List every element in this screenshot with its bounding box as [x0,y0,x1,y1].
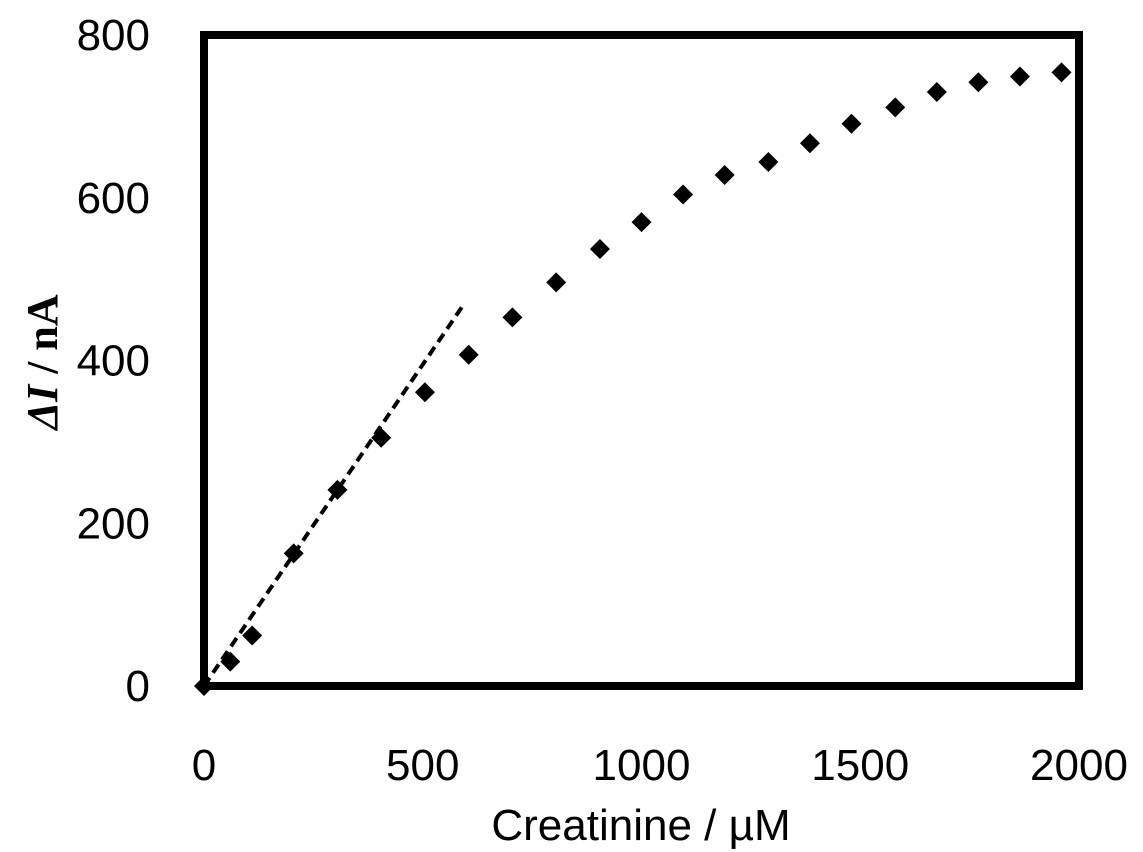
data-point [799,133,820,154]
data-point [371,427,392,448]
y-tick-label: 800 [77,11,150,60]
data-point [885,97,906,118]
x-tick-label: 1500 [811,741,909,790]
x-tick-label: 500 [386,741,459,790]
data-layer [194,62,1072,696]
data-point [589,239,610,260]
y-tick-label: 600 [77,174,150,223]
data-point [673,184,694,205]
data-point [926,81,947,102]
data-point [1051,62,1072,83]
x-tick-label: 0 [192,741,216,790]
plot-frame [200,31,1083,690]
x-tick-label: 1000 [593,741,691,790]
x-axis-title: Creatinine / µM [491,801,790,850]
x-tick-label: 2000 [1030,741,1128,790]
y-tick-label: 0 [126,662,150,711]
data-point [631,212,652,233]
data-point [841,113,862,134]
y-tick-label: 200 [77,499,150,548]
data-point [758,151,779,172]
data-point [714,164,735,185]
fit-layer [202,302,466,688]
y-axis: 0 200 400 600 800 [77,11,150,711]
y-axis-title-symbol: ΔI [18,383,67,432]
y-tick-label: 400 [77,337,150,386]
data-point [968,72,989,93]
data-point [502,307,523,328]
data-point [546,272,567,293]
x-axis: 0 500 1000 1500 2000 [192,741,1128,790]
data-point [458,344,479,365]
y-axis-title-unit: / nA [18,294,67,385]
fit-line [202,302,466,688]
y-axis-title: ΔI / nA [18,294,67,431]
data-point [1009,66,1030,87]
data-point [242,625,263,646]
data-point [414,382,435,403]
